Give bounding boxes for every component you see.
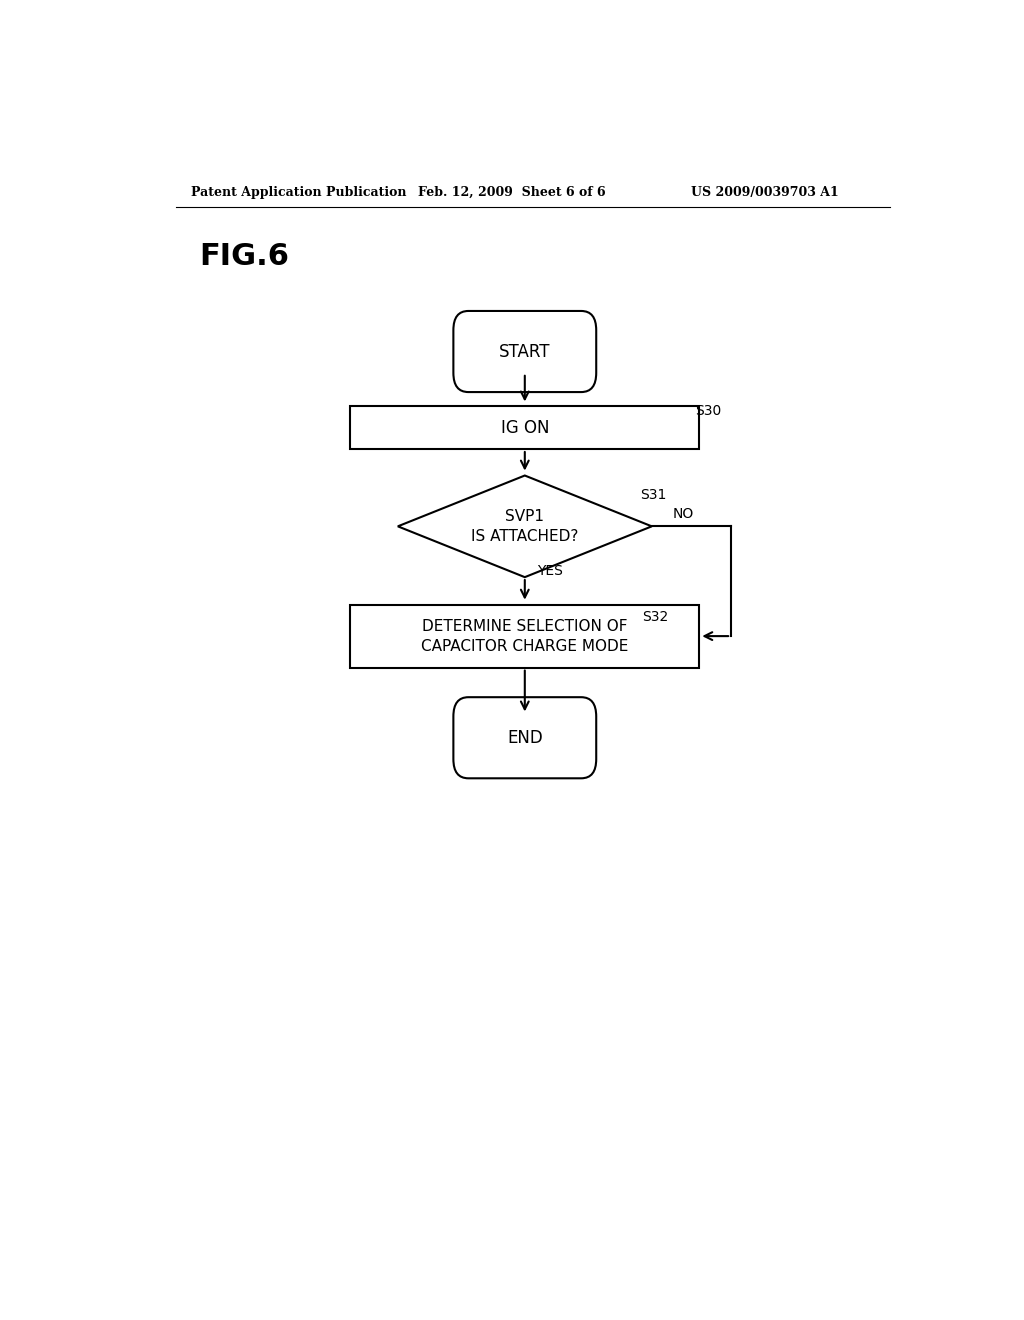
- Bar: [350, 407, 699, 449]
- Bar: [350, 605, 699, 668]
- Text: Patent Application Publication: Patent Application Publication: [191, 186, 407, 199]
- Text: SVP1
IS ATTACHED?: SVP1 IS ATTACHED?: [471, 510, 579, 544]
- FancyBboxPatch shape: [454, 312, 596, 392]
- Text: START: START: [499, 342, 551, 360]
- Text: S32: S32: [642, 610, 669, 624]
- Text: S31: S31: [640, 488, 667, 502]
- Text: S30: S30: [695, 404, 722, 417]
- Text: END: END: [507, 729, 543, 747]
- Text: US 2009/0039703 A1: US 2009/0039703 A1: [691, 186, 840, 199]
- Text: Feb. 12, 2009  Sheet 6 of 6: Feb. 12, 2009 Sheet 6 of 6: [418, 186, 605, 199]
- Text: YES: YES: [537, 564, 562, 578]
- Text: IG ON: IG ON: [501, 418, 549, 437]
- Text: NO: NO: [673, 507, 693, 521]
- Text: DETERMINE SELECTION OF
CAPACITOR CHARGE MODE: DETERMINE SELECTION OF CAPACITOR CHARGE …: [421, 619, 629, 653]
- Text: FIG.6: FIG.6: [200, 242, 290, 271]
- Polygon shape: [397, 475, 652, 577]
- FancyBboxPatch shape: [454, 697, 596, 779]
